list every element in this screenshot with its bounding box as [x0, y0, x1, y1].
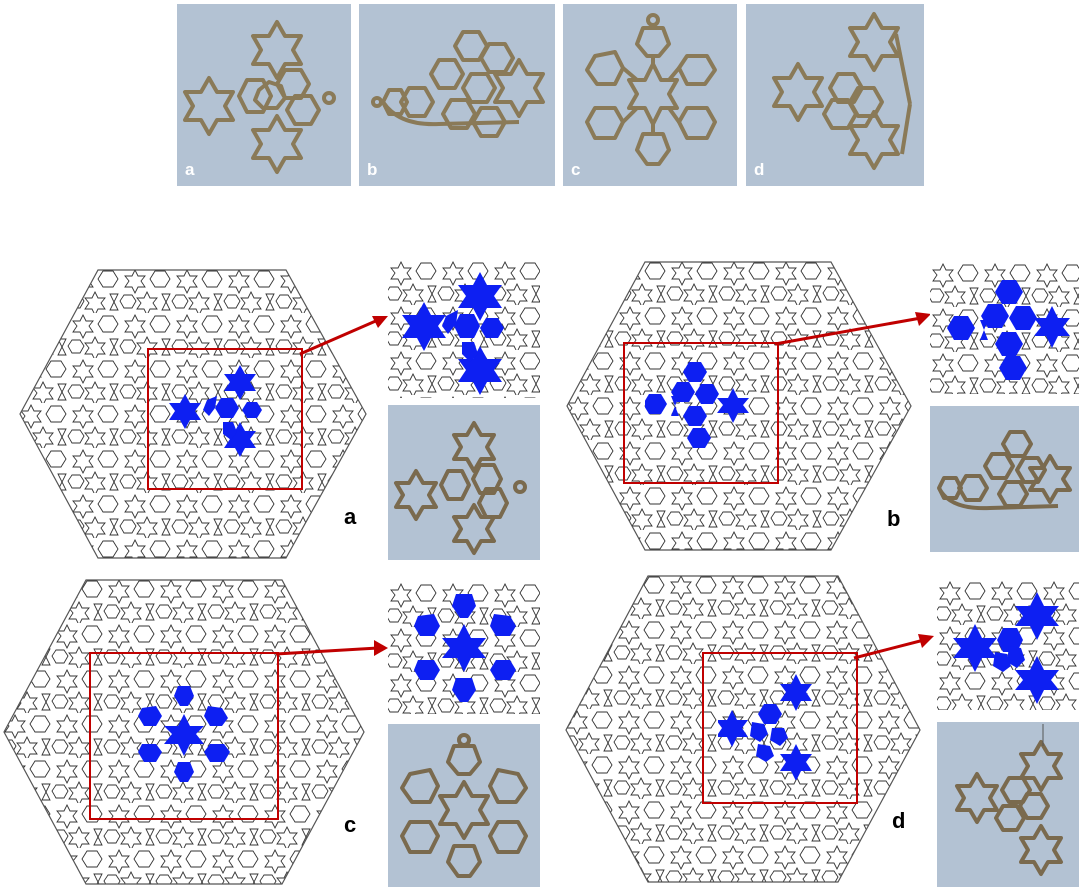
panel-label-c: c	[344, 812, 357, 837]
arrow-a	[299, 316, 388, 356]
panel-c: c	[0, 576, 540, 887]
panel-label-a: a	[344, 504, 357, 529]
selection-frame-a	[147, 348, 303, 490]
photo-c: c	[563, 4, 737, 186]
panel-a: a	[0, 260, 540, 560]
zoom-inset-a	[388, 260, 540, 398]
arrow-b	[774, 312, 931, 346]
highlight-motif-d	[718, 674, 812, 780]
selection-frame-d	[702, 652, 858, 804]
photo-d: d	[746, 4, 924, 186]
zoom-inset-c	[388, 582, 540, 714]
pendant-photo-d	[937, 722, 1079, 887]
arrow-c	[275, 640, 388, 656]
highlight-motif-c	[138, 686, 230, 782]
panel-label-d: d	[892, 808, 906, 833]
photo-label-c: c	[571, 160, 581, 179]
selection-frame-c	[89, 652, 279, 820]
pendant-d-image	[772, 12, 912, 170]
highlight-motif-b	[645, 362, 749, 448]
pendant-photo-a	[388, 405, 540, 560]
photo-label-b: b	[367, 160, 378, 179]
pendant-a-image	[183, 20, 336, 174]
pendant-photo-c	[388, 724, 540, 887]
panel-label-b: b	[887, 506, 901, 531]
photo-label-a: a	[185, 160, 195, 179]
zoom-inset-b	[930, 262, 1079, 394]
selection-frame-b	[623, 342, 779, 484]
highlight-motif-a	[169, 365, 262, 457]
pendant-photo-b	[930, 406, 1079, 552]
photo-label-d: d	[754, 160, 765, 179]
arrow-d	[853, 634, 934, 660]
pendant-c-image	[585, 13, 717, 166]
zoom-inset-d	[937, 580, 1079, 710]
pendant-b-image	[371, 30, 545, 138]
photo-a: a	[177, 4, 351, 186]
panel-d: d	[562, 574, 1079, 887]
photo-b: b	[359, 4, 555, 186]
panel-b: b	[565, 260, 1079, 552]
